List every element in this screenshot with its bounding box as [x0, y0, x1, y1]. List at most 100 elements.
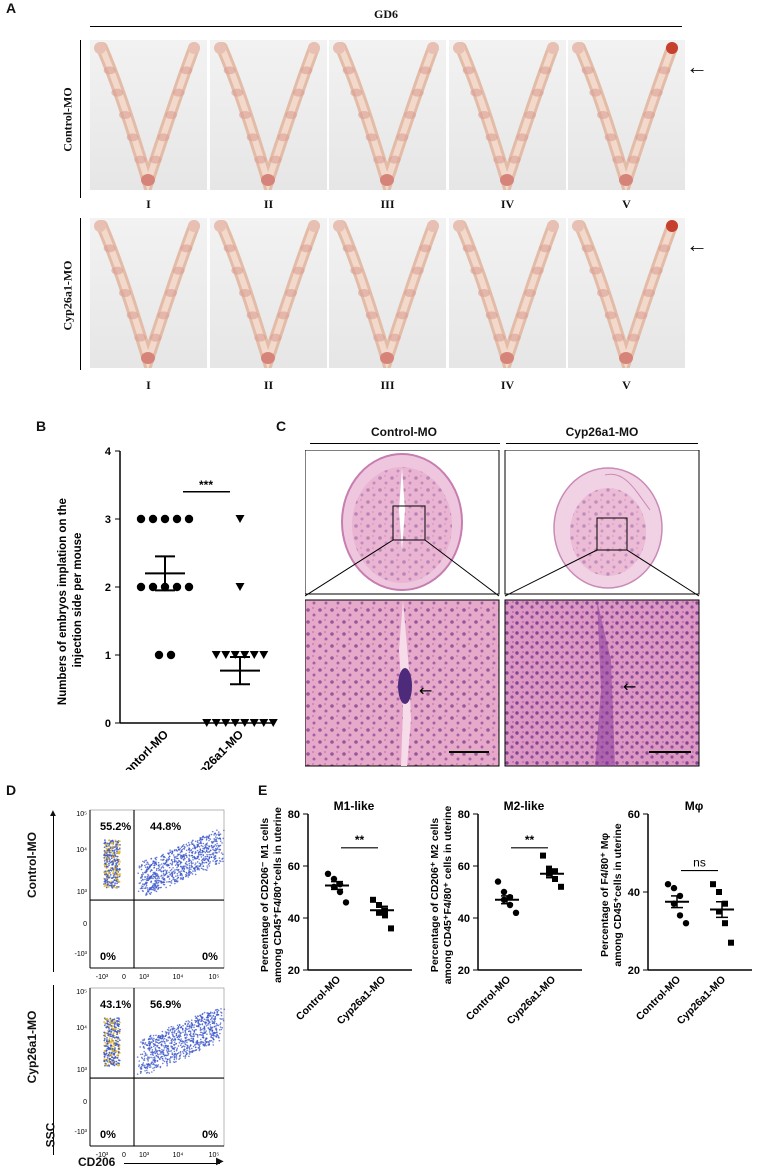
- e-point: [370, 896, 376, 903]
- d-xtick: 0: [122, 974, 126, 981]
- b-point: [202, 719, 212, 727]
- e-point: [722, 900, 728, 907]
- e-xtick: Control-MO: [634, 974, 683, 1023]
- e-ytick: 40: [288, 913, 300, 925]
- b-ylabel-line2: injection side per mouse: [72, 533, 84, 668]
- e-point: [540, 852, 546, 859]
- row-bracket-cyp26a1: [80, 218, 81, 370]
- b-ytick: 1: [105, 650, 111, 662]
- e-point: [330, 875, 338, 883]
- e-point: [494, 878, 502, 885]
- b-point: [172, 514, 182, 524]
- d-quadrant-ul: 43.1%: [100, 999, 131, 1011]
- b-ytick: 4: [105, 446, 112, 458]
- b-point: [148, 582, 158, 592]
- d-ytick: 0: [83, 1099, 87, 1106]
- b-point: [184, 514, 194, 524]
- b-significance: ***: [199, 478, 213, 492]
- timepoint-label: GD6: [374, 7, 398, 21]
- d-ytick: 10⁴: [76, 847, 87, 854]
- column-label: I: [146, 197, 151, 211]
- column-label: II: [263, 378, 274, 392]
- d-ytick: 10³: [77, 1067, 88, 1074]
- e-point: [500, 888, 508, 896]
- b-point: [136, 582, 146, 592]
- arrow-icon: ←: [686, 232, 708, 257]
- column-label: IV: [500, 197, 515, 211]
- panel-label-c: C: [276, 418, 287, 434]
- b-point: [249, 719, 259, 727]
- b-point: [259, 651, 269, 659]
- d-quadrant-ur: 44.8%: [150, 821, 181, 833]
- e-xtick: Control-MO: [464, 974, 513, 1023]
- e-point: [506, 901, 514, 909]
- b-point: [136, 514, 146, 524]
- b-point: [211, 651, 221, 659]
- d-xtick: -10³: [96, 1152, 109, 1159]
- e-point: [716, 889, 722, 895]
- e-ytick: 60: [628, 809, 640, 821]
- e-point: [728, 939, 734, 946]
- d-ylabel-ssc: SSC: [43, 1122, 58, 1148]
- d-row-label-control: Control-MO: [25, 832, 39, 898]
- b-point: [235, 583, 245, 591]
- e-point: [342, 899, 350, 906]
- column-label: III: [380, 378, 395, 392]
- e-title: M1-like: [334, 800, 375, 813]
- row-bracket-control: [80, 40, 81, 198]
- e-xtick: Cyp26a1-MO: [335, 974, 388, 1027]
- svg-text:Numbers of embryos implation o: Numbers of embryos implation on the inje…: [57, 495, 84, 705]
- d-xtick: 0: [122, 1152, 126, 1159]
- panel-label-b: B: [36, 418, 47, 434]
- b-ytick: 2: [105, 582, 111, 594]
- b-point: [160, 514, 170, 524]
- row-label-cyp26a1: Cyp26a1-MO: [60, 260, 75, 331]
- e-xtick: Cyp26a1-MO: [505, 974, 558, 1027]
- e-point: [552, 868, 558, 875]
- d-row-label-cyp26a1: Cyp26a1-MO: [25, 1010, 39, 1084]
- b-point: [259, 719, 269, 727]
- panel-label-e: E: [258, 782, 268, 798]
- e-ytick: 80: [288, 809, 300, 821]
- uterus-photo: [90, 40, 207, 190]
- e-ytick: 20: [458, 965, 470, 977]
- b-xtick: Cyp26a1-MO: [185, 727, 246, 770]
- d-ytick: 10⁵: [76, 811, 87, 818]
- uterus-photo: [210, 218, 327, 368]
- e-point: [722, 920, 728, 927]
- timepoint-bar: [90, 26, 682, 27]
- e-point: [376, 909, 382, 916]
- e-title: M2-like: [504, 800, 545, 813]
- e-point: [552, 876, 558, 882]
- e-point: [682, 920, 690, 927]
- d-xtick: 10⁴: [173, 974, 184, 981]
- e-ytick: 80: [458, 809, 470, 821]
- panel-label-d: D: [6, 782, 17, 798]
- b-point: [166, 650, 176, 660]
- e-point: [388, 925, 394, 932]
- embryo-count-chart: Numbers of embryos implation on the inje…: [57, 446, 278, 770]
- d-xtick: 10⁴: [173, 1152, 184, 1159]
- e-ytick: 40: [458, 913, 470, 925]
- d-xtick: -10³: [96, 974, 109, 981]
- e-point: [324, 870, 332, 877]
- d-xtick: 10⁵: [209, 1152, 220, 1159]
- e-ytick: 60: [458, 861, 470, 873]
- uterus-photo: [568, 218, 685, 368]
- b-point: [230, 651, 240, 659]
- b-point: [184, 582, 194, 592]
- b-point: [221, 719, 231, 727]
- e-ylabel: Percentage of CD206⁻ M1 cellsamong CD45⁺…: [259, 807, 284, 983]
- b-point: [240, 719, 250, 727]
- b-point: [172, 582, 182, 592]
- b-point: [148, 514, 158, 524]
- e-ytick: 20: [628, 965, 640, 977]
- e-significance: **: [525, 833, 535, 847]
- panel-label-a: A: [6, 0, 17, 16]
- uterus-photo: [449, 40, 566, 190]
- e-title: Mφ: [685, 800, 704, 813]
- arrow-icon: ←: [623, 677, 636, 696]
- column-label: I: [146, 378, 151, 392]
- d-ytick: -10³: [75, 951, 88, 958]
- e-ylabel: Percentage of CD206⁺ M2 cellsamong CD45⁺…: [429, 806, 454, 985]
